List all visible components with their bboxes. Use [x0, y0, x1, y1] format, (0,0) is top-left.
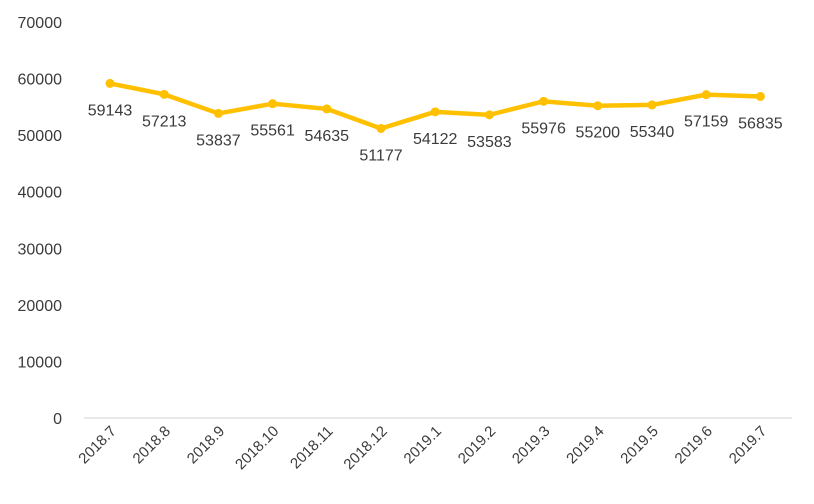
y-tick-label: 20000 — [18, 298, 63, 315]
x-axis-ticks: 2018.7 2018.8 2018.9 2018.10 2018.11 2018.12 2… — [75, 423, 770, 473]
x-tick-label: 2018.11 — [287, 423, 337, 473]
data-point — [647, 100, 657, 110]
data-label: 54122 — [413, 131, 458, 148]
series-line — [107, 81, 763, 131]
y-tick-label: 60000 — [18, 72, 63, 89]
data-point — [159, 89, 169, 99]
y-tick-label: 30000 — [18, 241, 63, 258]
x-tick-label: 2019.5 — [617, 423, 661, 467]
x-tick-label: 2019.2 — [455, 423, 499, 467]
data-point — [430, 107, 440, 117]
data-label: 55976 — [521, 120, 566, 137]
y-tick-label: 10000 — [18, 354, 63, 371]
y-tick-label: 40000 — [18, 185, 63, 202]
y-tick-label: 50000 — [18, 128, 63, 145]
data-label: 53583 — [467, 134, 512, 151]
x-tick-label: 2018.7 — [75, 423, 119, 467]
x-tick-label: 2019.6 — [672, 423, 716, 467]
data-points — [105, 78, 765, 133]
data-point — [701, 90, 711, 100]
y-tick-label: 0 — [53, 411, 62, 428]
data-point — [484, 110, 494, 120]
y-tick-label: 70000 — [18, 15, 63, 32]
x-tick-label: 2019.4 — [563, 423, 607, 467]
data-point — [322, 104, 332, 114]
data-label: 56835 — [738, 115, 783, 132]
data-point — [268, 99, 278, 109]
data-point — [376, 123, 386, 133]
data-label: 55561 — [250, 123, 295, 140]
x-tick-label: 2019.1 — [401, 423, 445, 467]
x-tick-label: 2018.9 — [184, 423, 228, 467]
data-label: 51177 — [359, 147, 402, 164]
x-tick-label: 2019.3 — [509, 423, 553, 467]
x-tick-label: 2019.7 — [726, 423, 770, 467]
data-label: 54635 — [305, 128, 350, 145]
data-labels: 59143 57213 53837 55561 54635 51177 54122 53583… — [88, 102, 783, 164]
data-point — [539, 96, 549, 106]
data-point — [593, 101, 603, 111]
data-label: 53837 — [196, 132, 241, 149]
data-label: 57159 — [684, 114, 729, 131]
data-point — [755, 91, 765, 101]
x-tick-label: 2018.12 — [340, 423, 390, 473]
data-label: 55340 — [630, 124, 675, 141]
data-label: 55200 — [576, 125, 621, 142]
y-axis-ticks: 0 10000 20000 30000 40000 50000 60000 70000 — [18, 15, 63, 428]
data-point — [105, 78, 115, 88]
x-tick-label: 2018.10 — [232, 423, 282, 473]
data-point — [213, 108, 223, 118]
x-tick-label: 2018.8 — [130, 423, 174, 467]
data-label: 57213 — [142, 113, 187, 130]
data-label: 59143 — [88, 102, 133, 119]
